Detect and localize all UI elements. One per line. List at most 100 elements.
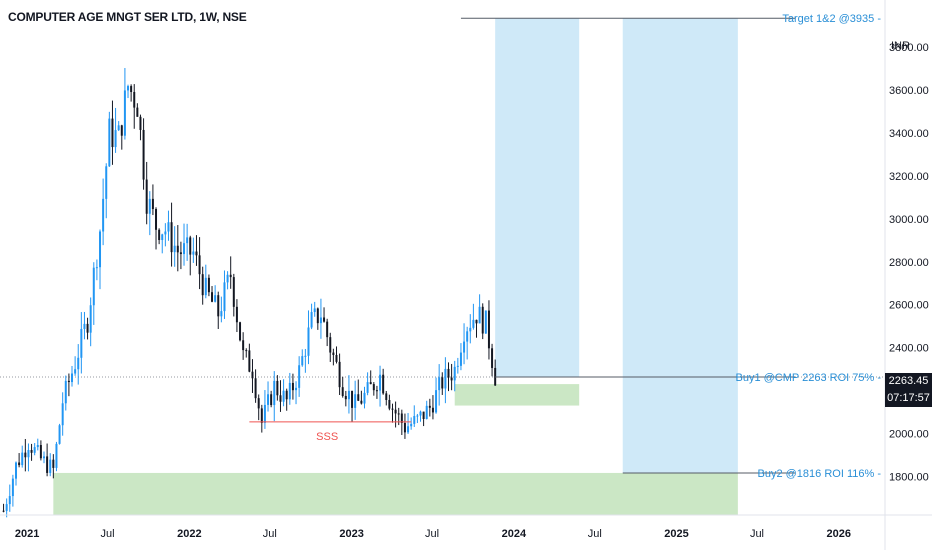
- bar-countdown: 07:17:57: [885, 390, 932, 407]
- candle-body: [366, 382, 369, 393]
- candle-body: [27, 450, 30, 458]
- candle-body: [151, 198, 154, 209]
- candle-body: [217, 295, 220, 317]
- candle-body: [148, 198, 151, 214]
- candle-body: [447, 368, 450, 378]
- candle-body: [441, 377, 444, 389]
- candle-body: [226, 274, 229, 283]
- time-tick-label: 2022: [177, 528, 201, 540]
- candle-body: [145, 179, 148, 214]
- candle-body: [179, 252, 182, 255]
- price-tick-label: 3800.00: [889, 42, 929, 54]
- candle-series: [2, 68, 497, 518]
- candle-body: [273, 380, 276, 406]
- candle-body: [357, 394, 360, 401]
- candle-body: [245, 350, 248, 352]
- candle-body: [382, 374, 385, 394]
- price-axis[interactable]: 1800.002000.002200.002400.002600.002800.…: [884, 0, 929, 550]
- candle-body: [329, 337, 332, 353]
- candle-body: [435, 390, 438, 413]
- candle-body: [139, 116, 142, 130]
- candle-body: [248, 350, 251, 372]
- candle-body: [385, 393, 388, 401]
- time-tick-label: Jul: [263, 528, 277, 540]
- candle-body: [270, 394, 273, 406]
- candle-body: [444, 368, 447, 389]
- candle-body: [120, 125, 123, 136]
- candle-body: [319, 317, 322, 324]
- buy-zone: [53, 472, 738, 515]
- candle-body: [71, 373, 74, 383]
- candle-body: [288, 382, 291, 400]
- candle-body: [338, 361, 341, 388]
- candle-body: [413, 416, 416, 424]
- price-tick-label: 3400.00: [889, 128, 929, 140]
- candle-body: [2, 510, 5, 512]
- time-tick-label: Jul: [425, 528, 439, 540]
- candle-body: [220, 311, 223, 317]
- candle-body: [481, 306, 484, 334]
- candle-body: [341, 387, 344, 396]
- candle-body: [419, 411, 422, 416]
- candle-body: [491, 348, 494, 368]
- candle-body: [344, 395, 347, 400]
- candle-body: [351, 390, 354, 408]
- candle-body: [183, 243, 186, 255]
- currency-label[interactable]: INR: [891, 40, 910, 52]
- candle-body: [136, 107, 139, 117]
- candle-body: [301, 356, 304, 366]
- candle-body: [33, 447, 36, 453]
- candle-body: [260, 408, 263, 423]
- candle-body: [204, 277, 207, 296]
- candle-body: [285, 390, 288, 400]
- drawing-zones: [53, 18, 738, 515]
- candle-body: [21, 452, 24, 466]
- candle-body: [186, 237, 189, 244]
- candle-body: [36, 445, 39, 448]
- candle-body: [466, 331, 469, 342]
- candle-body: [102, 198, 105, 232]
- candle-body: [456, 365, 459, 367]
- candle-body: [388, 400, 391, 409]
- annotations: Target 1&2 @3935 - Buy1 @CMP 2263 ROI 75%…: [249, 13, 881, 480]
- candle-body: [239, 322, 242, 341]
- candle-body: [108, 118, 111, 167]
- level-label: Buy1 @CMP 2263 ROI 75% -: [736, 372, 882, 384]
- candle-body: [74, 369, 77, 374]
- candle-body: [5, 504, 8, 511]
- candle-body: [83, 323, 86, 329]
- candle-body: [52, 459, 55, 468]
- candle-body: [282, 390, 285, 402]
- candle-body: [8, 496, 11, 505]
- candle-body: [55, 443, 58, 468]
- candle-body: [15, 462, 18, 479]
- candle-body: [105, 166, 108, 199]
- last-price-label: 2263.45: [885, 373, 932, 390]
- candle-body: [304, 355, 307, 357]
- price-tick-label: 2400.00: [889, 343, 929, 355]
- candle-body: [189, 237, 192, 255]
- candle-body: [95, 267, 98, 269]
- candle-body: [453, 366, 456, 381]
- candle-body: [211, 292, 214, 302]
- candle-body: [198, 255, 201, 275]
- candle-body: [207, 277, 210, 293]
- candle-body: [155, 208, 158, 230]
- candle-body: [251, 371, 254, 379]
- candle-body: [276, 380, 279, 396]
- candle-body: [142, 129, 145, 180]
- candle-body: [223, 282, 226, 312]
- price-tick-label: 2000.00: [889, 428, 929, 440]
- candle-body: [354, 394, 357, 408]
- candle-body: [475, 319, 478, 324]
- candle-body: [323, 317, 326, 322]
- price-tick-label: 2600.00: [889, 300, 929, 312]
- candle-body: [18, 462, 21, 466]
- candle-body: [257, 398, 260, 409]
- candle-body: [463, 341, 466, 353]
- time-axis[interactable]: 2021 Jul 2022 Jul 2023 Jul 2024 Jul 2025 Jul 2026: [0, 514, 932, 540]
- time-tick-label: 2024: [502, 528, 527, 540]
- candle-body: [375, 390, 378, 392]
- candle-body: [313, 308, 316, 313]
